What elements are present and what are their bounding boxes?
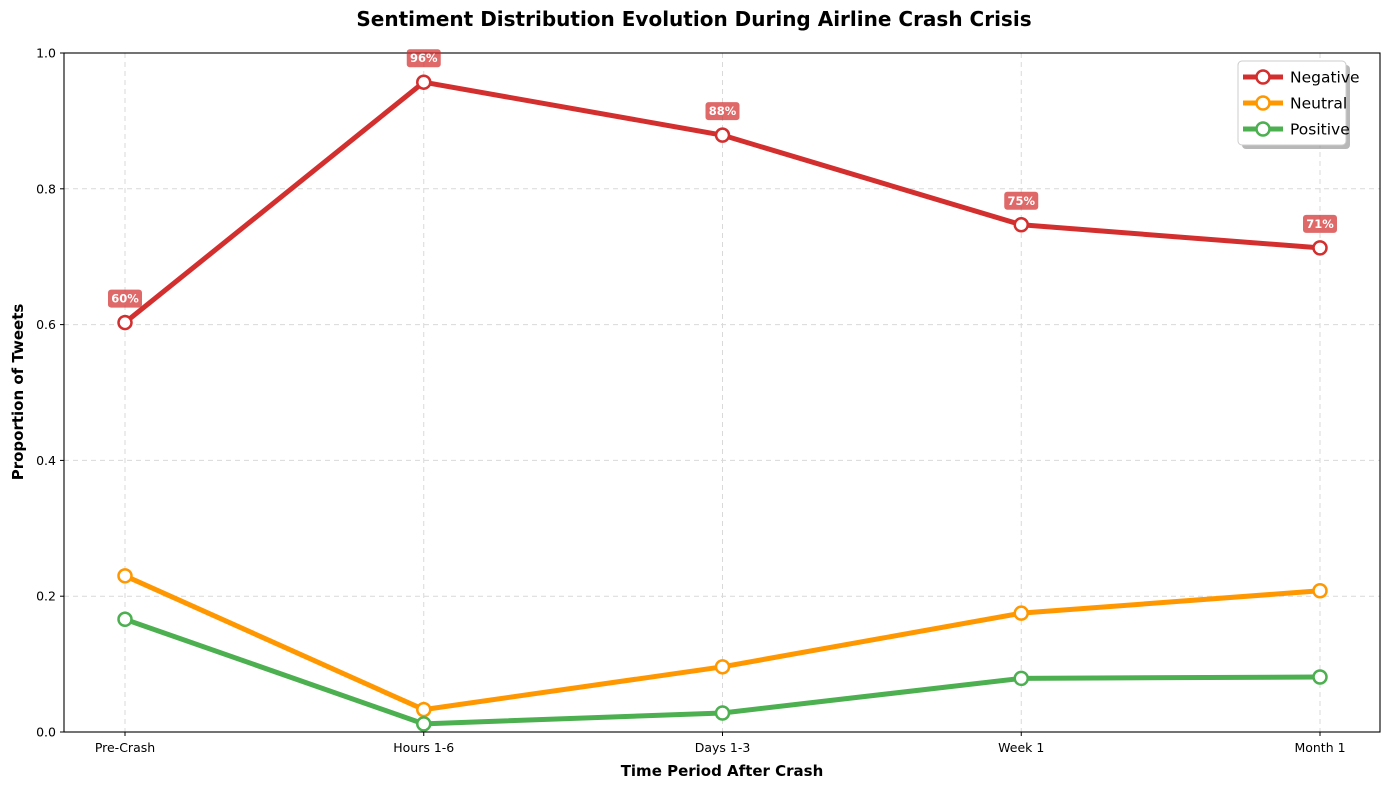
data-label-bg [705,102,740,121]
data-point-neutral [714,659,731,675]
data-point-positive [117,611,133,628]
data-point-negative [1013,217,1029,233]
data-label-text: 75% [1007,194,1035,208]
legend-label: Neutral [1290,95,1347,113]
legend-item-positive: Positive [1243,121,1350,139]
x-tick-label: Week 1 [998,740,1044,755]
data-label-bg [108,289,142,308]
y-axis-ticks: 0.0 0.2 0.4 0.6 0.8 1.0 [36,46,64,740]
y-tick-label: 0.4 [36,453,56,468]
data-point-negative [714,127,731,143]
chart-title: Sentiment Distribution Evolution During … [356,7,1031,31]
series-positive [117,611,1328,732]
x-tick-label: Month 1 [1294,740,1345,755]
y-axis-label: Proportion of Tweets [9,304,27,481]
grid [64,53,1380,732]
data-label: 60% [108,289,142,308]
y-tick-label: 0.0 [36,725,56,740]
data-point-neutral [1312,583,1328,599]
data-point-positive [1312,669,1328,685]
data-point-neutral [416,701,432,718]
legend-label: Negative [1290,69,1360,87]
series-neutral [117,568,1328,718]
y-tick-label: 0.2 [36,589,56,604]
legend-swatch-marker [1255,69,1271,85]
data-point-positive [416,716,432,732]
data-point-negative [1312,240,1328,256]
x-axis-label: Time Period After Crash [621,762,824,780]
data-labels: 60% 96% 88% 75% 71% [108,49,1337,308]
data-label-bg [1303,214,1337,233]
legend-label: Positive [1290,121,1350,139]
data-point-negative [416,74,432,90]
data-point-positive [714,705,731,721]
y-tick-label: 1.0 [36,46,56,61]
x-axis-ticks: Pre-Crash Hours 1-6 Days 1-3 Week 1 Month 1 [95,732,1346,755]
data-label-text: 96% [410,51,438,65]
legend: Negative Neutral Positive [1237,60,1360,149]
data-point-neutral [117,568,133,584]
legend-swatch-marker [1255,95,1271,111]
x-tick-label: Hours 1-6 [393,740,454,755]
y-tick-label: 0.6 [36,317,56,332]
data-point-positive [1013,670,1029,687]
data-label: 71% [1303,214,1337,233]
data-point-neutral [1013,605,1029,621]
data-label: 75% [1004,191,1039,210]
data-label-text: 60% [111,292,139,306]
data-label-bg [1004,191,1039,210]
data-label-bg [406,49,441,68]
data-label: 96% [406,49,441,68]
series-negative [117,74,1328,331]
legend-item-negative: Negative [1243,69,1360,87]
x-tick-label: Days 1-3 [695,740,751,755]
x-tick-label: Pre-Crash [95,740,155,755]
legend-swatch-marker [1255,121,1271,137]
y-tick-label: 0.8 [36,181,56,196]
data-label: 88% [705,102,740,121]
data-point-negative [117,314,133,331]
data-label-text: 71% [1306,217,1334,231]
data-label-text: 88% [709,104,737,118]
legend-item-neutral: Neutral [1243,95,1347,113]
series-lines [117,74,1328,732]
